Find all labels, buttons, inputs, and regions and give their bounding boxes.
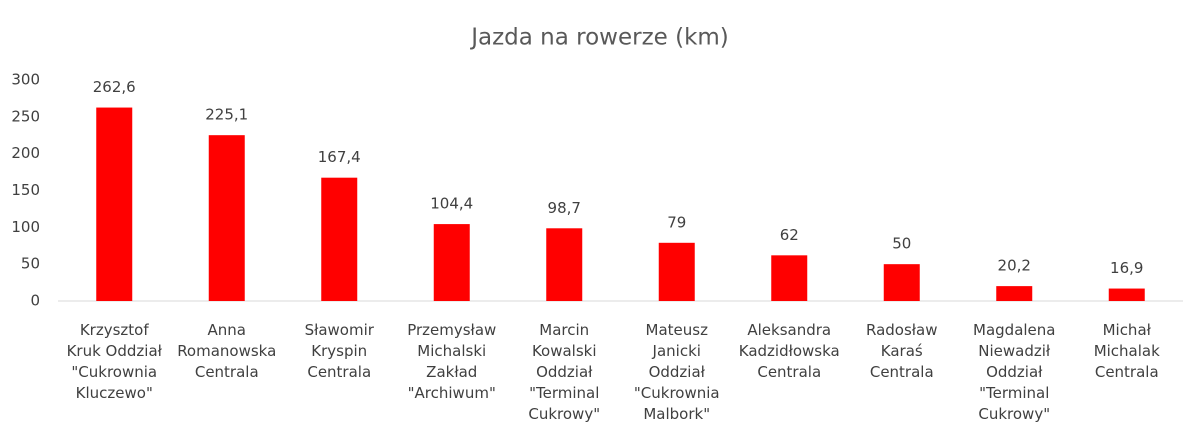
y-tick-label: 50	[21, 255, 40, 273]
x-tick-label-line: Centrala	[307, 363, 371, 381]
x-tick-label-line: Radosław	[866, 321, 938, 339]
x-tick-label: Krzysztof Kruk Oddział "Cukrownia Kluczewo"	[67, 321, 163, 402]
x-tick-label: Mateusz Janicki Oddział "Cukrownia Malbork"	[634, 321, 720, 423]
y-tick-label: 0	[30, 292, 40, 310]
bar	[996, 286, 1033, 301]
x-tick-label-line: Karaś	[881, 342, 923, 360]
x-tick-label-line: Sławomir	[305, 321, 375, 339]
bar	[208, 135, 245, 301]
y-tick-label: 150	[11, 181, 40, 199]
bar	[658, 242, 695, 301]
x-tick-label-line: "Cukrownia	[634, 384, 720, 402]
x-tick-label-line: Kowalski	[532, 342, 597, 360]
bar	[321, 177, 358, 301]
x-tick-label-line: Oddział	[536, 363, 593, 381]
x-tick-label-line: Marcin	[539, 321, 589, 339]
x-tick-label-line: Centrala	[1095, 363, 1159, 381]
x-tick-label-line: Cukrowy"	[978, 405, 1050, 423]
x-tick-label: Sławomir Kryspin Centrala	[305, 321, 375, 381]
x-tick-label: Przemysław Michalski Zakład "Archiwum"	[407, 321, 496, 402]
x-tick-label: Radosław Karaś Centrala	[866, 321, 938, 381]
bar	[96, 107, 133, 301]
x-tick-label-line: Centrala	[757, 363, 821, 381]
value-label: 79	[667, 213, 686, 231]
x-tick-label-line: Niewadził	[978, 342, 1051, 360]
x-tick-label-line: Malbork"	[643, 405, 710, 423]
x-tick-label-line: Centrala	[870, 363, 934, 381]
x-tick-label-line: Centrala	[195, 363, 259, 381]
x-tick-label-line: Oddział	[986, 363, 1043, 381]
bar	[883, 264, 920, 301]
x-tick-label-line: "Cukrownia	[71, 363, 157, 381]
chart-title: Jazda na rowerze (km)	[469, 25, 729, 51]
bar	[546, 228, 583, 301]
bar	[1108, 288, 1145, 301]
value-label: 104,4	[430, 195, 473, 213]
value-label: 62	[780, 226, 799, 244]
x-tick-label: Aleksandra Kadzidłowska Centrala	[739, 321, 840, 381]
value-label: 262,6	[93, 78, 136, 96]
x-tick-label-line: Aleksandra	[747, 321, 831, 339]
y-tick-label: 100	[11, 218, 40, 236]
y-tick-label: 250	[11, 107, 40, 125]
x-tick-label-line: Kadzidłowska	[739, 342, 840, 360]
x-tick-label-line: Cukrowy"	[528, 405, 600, 423]
x-tick-label-line: Romanowska	[177, 342, 276, 360]
bar	[771, 255, 808, 301]
value-label: 16,9	[1110, 259, 1143, 277]
x-tick-label-line: "Archiwum"	[408, 384, 496, 402]
x-tick-label-line: Krzysztof	[80, 321, 150, 339]
x-tick-label: Anna Romanowska Centrala	[177, 321, 276, 381]
value-label: 225,1	[205, 106, 248, 124]
value-label: 50	[892, 235, 911, 253]
x-tick-label-line: "Terminal	[979, 384, 1049, 402]
x-tick-label: Magdalena Niewadził Oddział "Terminal Cukrow…	[973, 321, 1055, 423]
x-tick-label-line: Przemysław	[407, 321, 496, 339]
x-tick-label-line: Kluczewo"	[76, 384, 153, 402]
x-tick-label-line: Kryspin	[311, 342, 367, 360]
x-tick-label-line: Oddział	[649, 363, 706, 381]
x-tick-label-line: Zakład	[426, 363, 477, 381]
x-tick-label-line: "Terminal	[529, 384, 599, 402]
x-tick-label-line: Kruk Oddział	[67, 342, 163, 360]
x-tick-label-line: Michalak	[1094, 342, 1160, 360]
value-label: 167,4	[318, 148, 361, 166]
value-label: 98,7	[548, 199, 581, 217]
value-label: 20,2	[998, 257, 1031, 275]
x-tick-label-line: Magdalena	[973, 321, 1055, 339]
x-tick-label-line: Michał	[1103, 321, 1152, 339]
x-tick-label: Marcin Kowalski Oddział "Terminal Cukrowy"	[528, 321, 600, 423]
bar	[433, 224, 470, 301]
x-tick-label-line: Anna	[208, 321, 246, 339]
y-tick-label: 300	[11, 71, 40, 89]
x-tick-label-line: Mateusz	[646, 321, 709, 339]
x-tick-label-line: Janicki	[652, 342, 701, 360]
x-tick-label: Michał Michalak Centrala	[1094, 321, 1160, 381]
x-tick-label-line: Michalski	[417, 342, 486, 360]
y-tick-label: 200	[11, 144, 40, 162]
